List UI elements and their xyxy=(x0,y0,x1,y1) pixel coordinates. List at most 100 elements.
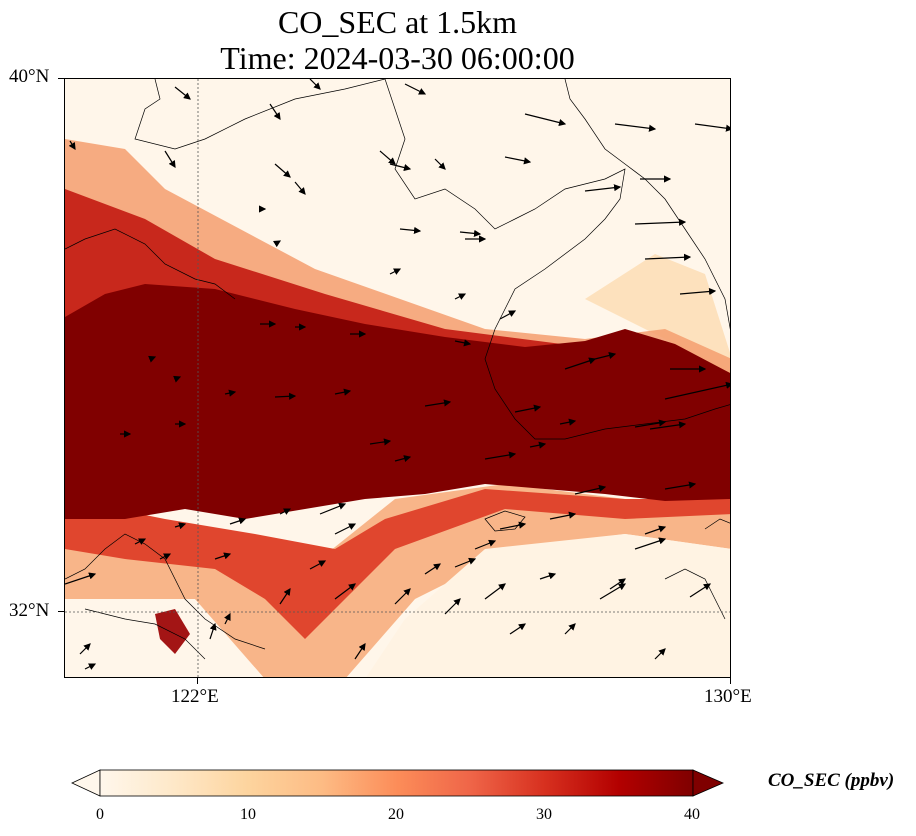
lat-tickmark-40n xyxy=(58,78,64,79)
coastline-korea-west xyxy=(484,168,626,440)
lat-tick-40n: 40°N xyxy=(9,66,50,87)
wind-arrow xyxy=(564,357,597,370)
colorbar-label: CO_SEC (ppbv) xyxy=(768,770,895,791)
wind-arrow xyxy=(644,253,692,261)
wind-arrow xyxy=(694,123,730,132)
wind-arrow xyxy=(389,268,402,275)
orange-band-south xyxy=(65,484,730,677)
coastline-liaodong xyxy=(384,79,516,230)
coastline-jiangsu xyxy=(65,533,266,650)
wind-arrow xyxy=(334,388,352,396)
wind-arrow xyxy=(379,150,396,165)
gridlines xyxy=(65,79,730,677)
wind-arrow xyxy=(65,572,97,585)
wind-arrow xyxy=(454,293,467,300)
wind-arrow xyxy=(354,643,366,660)
lat-tick-32n: 32°N xyxy=(9,600,50,621)
map-title-line-2: Time: 2024-03-30 06:00:00 xyxy=(220,40,575,76)
kyushu-coast xyxy=(664,518,730,620)
wind-arrow xyxy=(474,539,497,550)
wind-arrow xyxy=(224,612,231,625)
wind-arrow xyxy=(224,389,237,397)
wind-arrow xyxy=(269,103,281,120)
wind-arrow xyxy=(369,438,392,446)
wind-arrow xyxy=(309,560,327,570)
wind-arrow xyxy=(594,351,617,360)
wind-arrow xyxy=(134,538,147,545)
coastline-yangtze-estuary xyxy=(84,608,206,660)
wind-arrow xyxy=(514,404,542,413)
wind-arrow xyxy=(334,523,357,535)
wind-arrow xyxy=(529,441,547,449)
map-canvas xyxy=(65,79,730,677)
lon-tick-130e: 130°E xyxy=(704,686,752,707)
wind-arrow xyxy=(609,578,626,590)
wind-arrow xyxy=(164,150,176,169)
colorbar-gradient xyxy=(99,769,694,797)
wind-arrow xyxy=(504,156,532,165)
wind-arrow xyxy=(334,583,356,600)
wind-arrow xyxy=(564,623,576,635)
wind-arrow xyxy=(664,481,697,490)
wind-arrow xyxy=(294,181,306,195)
wind-arrow xyxy=(174,86,191,100)
coastline-korea-south xyxy=(604,404,730,430)
colorbar-extend-high xyxy=(692,769,725,797)
wind-arrow xyxy=(454,339,472,347)
colorbar-tick-30: 30 xyxy=(536,806,552,823)
wind-arrow xyxy=(229,517,247,525)
coastline-bohai xyxy=(134,79,386,150)
high-concentration-plume xyxy=(65,284,730,519)
wind-arrow xyxy=(394,455,412,463)
wind-arrow xyxy=(214,552,232,560)
wind-arrow xyxy=(664,381,730,400)
wind-arrow xyxy=(68,140,76,151)
wind-arrow xyxy=(394,588,411,605)
wind-arrow xyxy=(159,553,172,560)
wind-arrow xyxy=(584,184,622,192)
colorbar-tick-40: 40 xyxy=(684,806,700,823)
wind-arrow xyxy=(484,583,506,600)
wind-arrow xyxy=(614,123,657,132)
colorbar-extend-low xyxy=(71,769,101,797)
wind-arrow xyxy=(148,355,157,363)
wind-arrow xyxy=(444,598,461,615)
wind-arrow xyxy=(499,310,517,320)
wind-arrow xyxy=(524,113,567,127)
wind-arrow xyxy=(459,229,482,237)
wind-arrow xyxy=(309,79,321,90)
wind-arrow xyxy=(279,508,292,515)
colorbar-tick-10: 10 xyxy=(240,806,256,823)
concentration-field xyxy=(65,139,730,677)
coastline-shandong xyxy=(65,228,236,300)
wind-arrow xyxy=(599,583,627,600)
wind-arrow xyxy=(499,521,527,530)
colorbar xyxy=(71,769,725,797)
wind-arrow xyxy=(559,418,577,426)
wind-arrow xyxy=(389,163,412,172)
wind-arrow xyxy=(654,648,666,660)
lon-tick-122e: 122°E xyxy=(171,686,219,707)
wind-vectors xyxy=(65,79,730,670)
wind-arrow xyxy=(454,557,477,568)
wind-arrow xyxy=(84,663,97,670)
map-panel xyxy=(64,78,731,678)
wind-arrow xyxy=(209,622,217,640)
wind-arrow xyxy=(689,583,712,598)
wind-arrow xyxy=(173,375,182,383)
wind-arrow xyxy=(549,511,577,520)
wind-arrow xyxy=(424,399,452,407)
wind-arrow xyxy=(279,588,291,605)
coastlines xyxy=(65,79,730,660)
wind-arrow xyxy=(424,563,441,575)
wind-arrow xyxy=(399,226,422,234)
wind-arrow xyxy=(273,240,282,248)
wind-arrow xyxy=(404,83,427,95)
wind-arrow xyxy=(274,163,291,178)
wind-arrow xyxy=(644,525,667,535)
colorbar-tick-0: 0 xyxy=(96,806,104,823)
lat-tickmark-32n xyxy=(58,611,64,612)
plume-southwest-tongue xyxy=(155,609,190,654)
wind-arrow xyxy=(79,643,91,655)
wind-arrow xyxy=(634,537,667,550)
